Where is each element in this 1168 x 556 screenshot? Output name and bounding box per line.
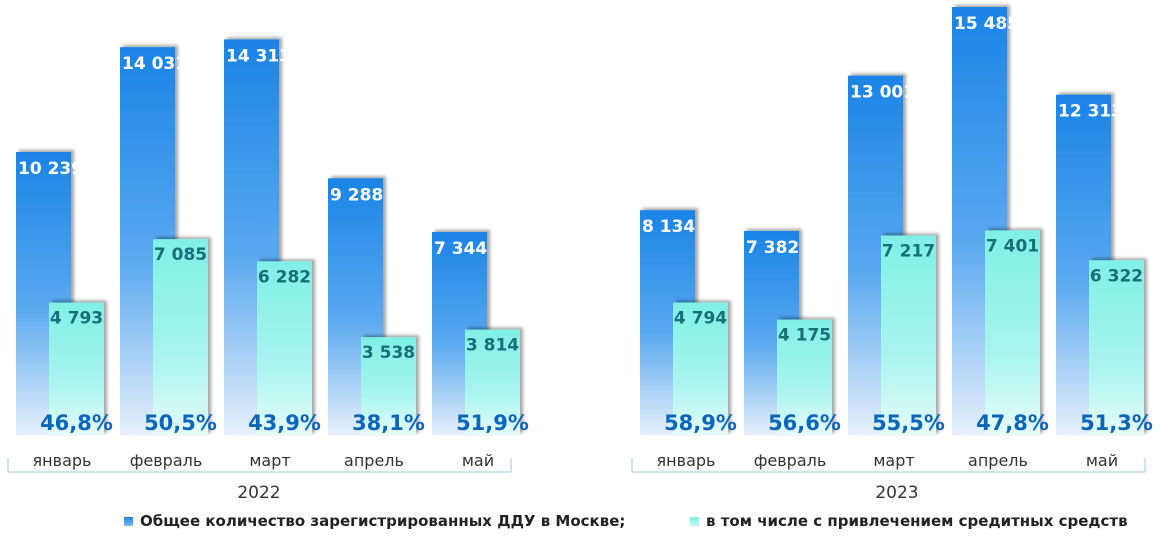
legend-label-credit: в том числе с привлечением средитных сре… xyxy=(706,512,1128,530)
category-label: январь xyxy=(33,451,92,470)
data-label-credit: 7 217 xyxy=(882,242,935,262)
data-label-share: 50,5% xyxy=(144,411,217,435)
data-label-total: 7 344 xyxy=(434,239,487,259)
category-label: февраль xyxy=(754,451,827,470)
data-label-total: 15 485 xyxy=(954,14,1019,34)
data-label-share: 55,5% xyxy=(872,411,945,435)
category-label: февраль xyxy=(130,451,203,470)
data-label-credit: 4 175 xyxy=(778,326,831,346)
bar-credit xyxy=(673,302,728,435)
data-label-total: 14 313 xyxy=(226,46,291,66)
data-label-credit: 7 085 xyxy=(154,245,207,265)
bar-credit xyxy=(153,239,208,435)
legend: Общее количество зарегистрированных ДДУ … xyxy=(0,512,1168,536)
data-label-credit: 3 538 xyxy=(362,343,415,363)
data-label-credit: 4 794 xyxy=(674,308,727,328)
category-label: апрель xyxy=(344,451,404,470)
data-label-credit: 6 322 xyxy=(1090,266,1143,286)
data-label-total: 10 239 xyxy=(18,159,83,179)
bar-credit xyxy=(465,329,520,435)
data-label-share: 56,6% xyxy=(768,411,841,435)
data-label-total: 13 001 xyxy=(850,83,915,103)
data-label-total: 14 031 xyxy=(122,54,187,74)
data-label-share: 43,9% xyxy=(248,411,321,435)
data-label-credit: 3 814 xyxy=(466,336,519,356)
data-label-share: 51,3% xyxy=(1080,411,1153,435)
data-label-share: 47,8% xyxy=(976,411,1049,435)
data-label-share: 38,1% xyxy=(352,411,425,435)
bar-credit xyxy=(881,235,936,435)
year-label: 2022 xyxy=(237,483,280,503)
category-label: январь xyxy=(657,451,716,470)
bar-credit xyxy=(49,302,104,435)
legend-swatch-total xyxy=(124,516,133,526)
bar-chart: 10 239 4 793 46,8% январь 14 031 7 085 50,5% фе… xyxy=(7,7,1153,503)
bar-credit xyxy=(1089,260,1144,435)
data-label-credit: 4 793 xyxy=(50,309,103,329)
category-label: май xyxy=(1086,451,1118,470)
data-label-share: 51,9% xyxy=(456,411,529,435)
legend-item-total: Общее количество зарегистрированных ДДУ … xyxy=(124,512,625,530)
bar-credit xyxy=(985,230,1040,435)
data-label-total: 12 313 xyxy=(1058,102,1123,122)
data-label-total: 9 288 xyxy=(330,185,383,205)
category-label: март xyxy=(249,451,290,470)
category-label: май xyxy=(462,451,494,470)
data-label-total: 8 134 xyxy=(642,217,695,237)
data-label-total: 7 382 xyxy=(746,238,799,258)
legend-item-credit: в том числе с привлечением средитных сре… xyxy=(690,512,1128,530)
data-label-credit: 7 401 xyxy=(986,236,1039,256)
bar-credit xyxy=(777,319,832,435)
bar-credit xyxy=(361,337,416,435)
legend-swatch-credit xyxy=(690,516,699,526)
category-label: март xyxy=(873,451,914,470)
data-label-share: 58,9% xyxy=(664,411,737,435)
bar-credit xyxy=(257,261,312,435)
legend-label-total: Общее количество зарегистрированных ДДУ … xyxy=(140,512,626,530)
year-label: 2023 xyxy=(875,483,918,503)
category-label: апрель xyxy=(968,451,1028,470)
data-label-share: 46,8% xyxy=(40,411,113,435)
data-label-credit: 6 282 xyxy=(258,267,311,287)
